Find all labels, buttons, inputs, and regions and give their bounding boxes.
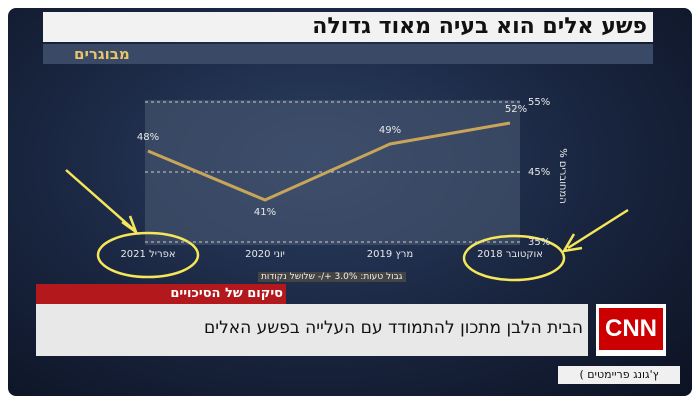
credit: ( םיטמיירפ גנוג'ץ (558, 366, 680, 384)
x-tick-label: 2020 ינוי (245, 249, 285, 260)
value-label: 41% (254, 207, 276, 218)
y-tick-label: 45% (528, 167, 550, 178)
chart-title: הלודג דואמ היעב אוה םילא עשפ (43, 12, 653, 42)
banner: םייוכיסה לש םוקיס (170, 286, 283, 301)
chart: 35% 45% 55% % םירבוחמה 48% 41% 49% 52% 2021 לירפ… (65, 97, 629, 282)
value-label: 52% (505, 104, 527, 115)
value-label: 48% (137, 132, 159, 143)
margin-note: תודוקנ לשולש -/+ 3.0% :תועט לובג (258, 272, 406, 282)
logo: CNN (599, 308, 663, 350)
headline: םילאה עשפב היילעה םע דדומתהל ןוכתמ ןבלה … (203, 318, 583, 338)
chart-subtitle: םירגובמ (74, 45, 130, 63)
line (147, 121, 511, 202)
y-tick-label: 35% (528, 237, 550, 248)
x-tick-label: 2018 רבוטקוא (477, 249, 543, 260)
tv-frame: הלודג דואמ היעב אוה םילא עשפ םירגובמ 35%… (8, 8, 692, 396)
value-label: 49% (379, 125, 401, 136)
y-tick-label: 55% (528, 97, 550, 108)
x-tick-label: 2021 לירפא (120, 249, 175, 260)
x-tick-label: 2019 ץרמ (367, 249, 413, 260)
y-axis-label: % םירבוחמה (557, 148, 568, 204)
